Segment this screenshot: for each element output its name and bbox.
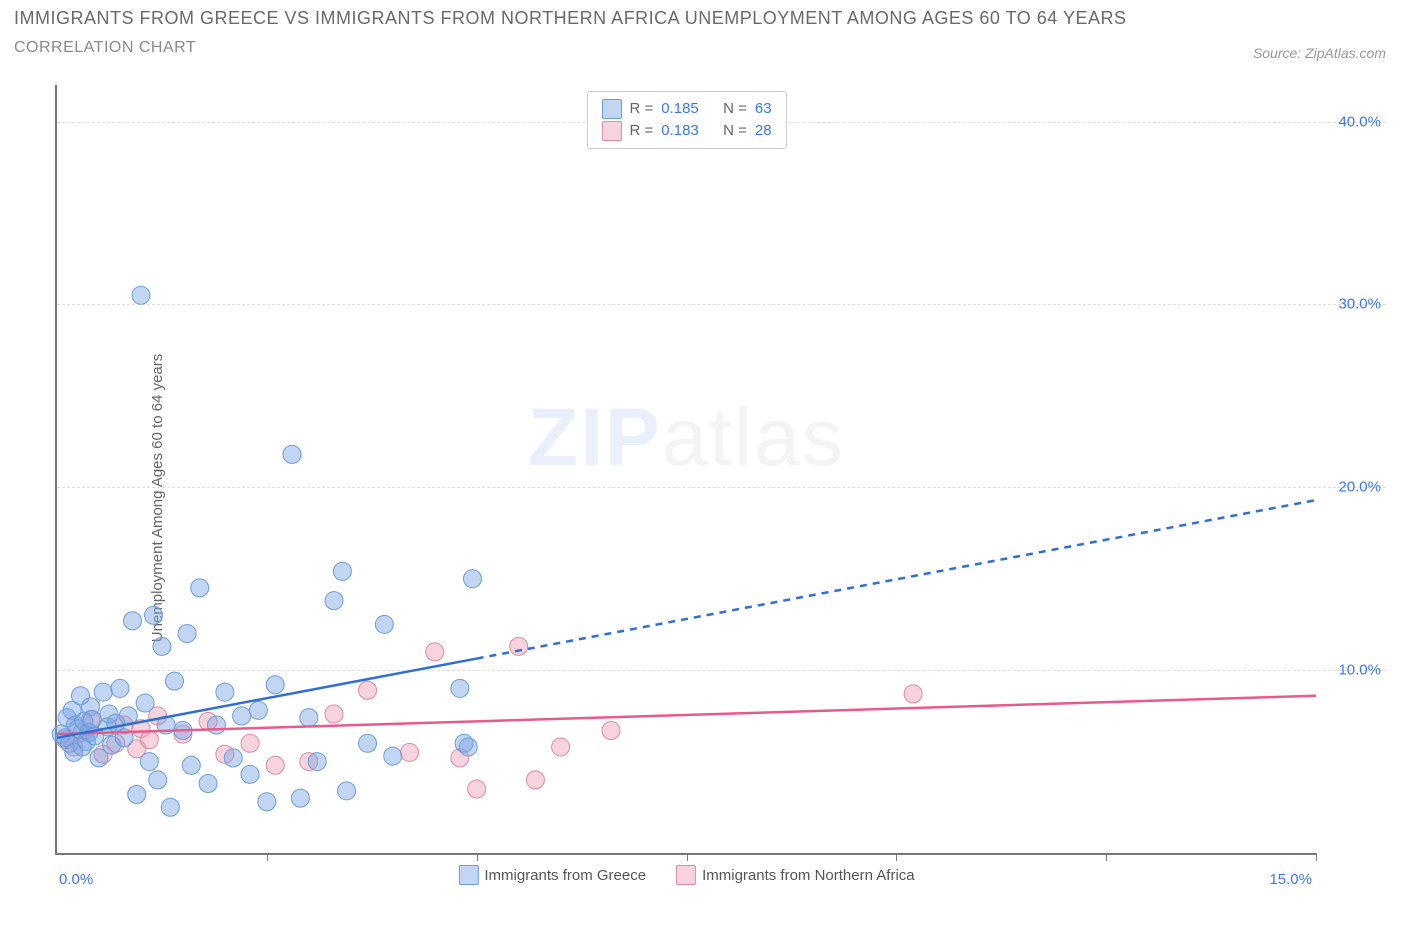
y-tick-label: 10.0% [1338, 662, 1381, 679]
x-tick [687, 853, 688, 861]
swatch-greece-bottom [458, 865, 478, 885]
x-end-label: 15.0% [1269, 871, 1312, 888]
legend-label-greece: Immigrants from Greece [484, 867, 646, 884]
data-point [426, 643, 444, 661]
data-point [359, 681, 377, 699]
data-point [266, 676, 284, 694]
data-point [510, 637, 528, 655]
legend-row-greece: R = 0.185 N = 63 [601, 98, 771, 120]
x-start-label: 0.0% [59, 871, 93, 888]
data-point [207, 716, 225, 734]
r-value-greece: 0.185 [661, 98, 699, 120]
legend-item-nafrica: Immigrants from Northern Africa [676, 865, 915, 885]
data-point [224, 749, 242, 767]
y-tick-label: 40.0% [1338, 113, 1381, 130]
data-point [459, 738, 477, 756]
data-point [602, 721, 620, 739]
data-point [375, 615, 393, 633]
data-point [451, 679, 469, 697]
data-point [463, 570, 481, 588]
data-point [283, 445, 301, 463]
data-point [401, 743, 419, 761]
data-point [325, 592, 343, 610]
n-label-greece: N = [723, 98, 747, 120]
data-point [199, 775, 217, 793]
data-point [233, 707, 251, 725]
data-point [178, 625, 196, 643]
data-point [216, 683, 234, 701]
n-value-greece: 63 [755, 98, 772, 120]
swatch-nafrica [601, 121, 621, 141]
swatch-greece [601, 99, 621, 119]
source-name: ZipAtlas.com [1305, 45, 1386, 61]
legend-label-nafrica: Immigrants from Northern Africa [702, 867, 915, 884]
chart-container: Unemployment Among Ages 60 to 64 years Z… [25, 85, 1386, 910]
data-point [300, 709, 318, 727]
data-point [468, 780, 486, 798]
x-tick [1106, 853, 1107, 861]
data-point [149, 771, 167, 789]
legend-row-nafrica: R = 0.183 N = 28 [601, 120, 771, 142]
source-prefix: Source: [1253, 45, 1305, 61]
data-point [249, 701, 267, 719]
x-tick [896, 853, 897, 861]
plot-svg [57, 85, 1316, 853]
x-tick [267, 853, 268, 861]
data-point [145, 606, 163, 624]
legend-item-greece: Immigrants from Greece [458, 865, 646, 885]
data-point [338, 782, 356, 800]
data-point [241, 734, 259, 752]
correlation-legend: R = 0.185 N = 63 R = 0.183 N = 28 [586, 91, 786, 149]
x-tick [1316, 853, 1317, 861]
data-point [140, 753, 158, 771]
n-value-nafrica: 28 [755, 120, 772, 142]
data-point [325, 705, 343, 723]
data-point [241, 765, 259, 783]
data-point [124, 612, 142, 630]
trend-line [57, 659, 477, 738]
r-value-nafrica: 0.183 [661, 120, 699, 142]
source-attribution: Source: ZipAtlas.com [1253, 45, 1386, 61]
x-tick [477, 853, 478, 861]
data-point [153, 637, 171, 655]
n-label-nafrica: N = [723, 120, 747, 142]
data-point [161, 798, 179, 816]
data-point [266, 756, 284, 774]
r-label-nafrica: R = [629, 120, 653, 142]
data-point [526, 771, 544, 789]
data-point [191, 579, 209, 597]
data-point [94, 683, 112, 701]
data-point [291, 789, 309, 807]
data-point [132, 286, 150, 304]
r-label-greece: R = [629, 98, 653, 120]
data-point [140, 731, 158, 749]
chart-title: IMMIGRANTS FROM GREECE VS IMMIGRANTS FRO… [14, 8, 1206, 29]
data-point [166, 672, 184, 690]
data-point [111, 679, 129, 697]
y-tick-label: 20.0% [1338, 479, 1381, 496]
data-point [552, 738, 570, 756]
data-point [904, 685, 922, 703]
data-point [258, 793, 276, 811]
data-point [128, 785, 146, 803]
chart-subtitle: CORRELATION CHART [14, 39, 1206, 57]
data-point [182, 756, 200, 774]
trend-line [477, 500, 1316, 658]
y-tick-label: 30.0% [1338, 296, 1381, 313]
plot-area: ZIPatlas R = 0.185 N = 63 R = 0.183 N = … [55, 85, 1316, 855]
data-point [308, 753, 326, 771]
series-legend: Immigrants from Greece Immigrants from N… [458, 865, 914, 885]
data-point [359, 734, 377, 752]
data-point [333, 562, 351, 580]
swatch-nafrica-bottom [676, 865, 696, 885]
data-point [384, 747, 402, 765]
data-point [136, 694, 154, 712]
